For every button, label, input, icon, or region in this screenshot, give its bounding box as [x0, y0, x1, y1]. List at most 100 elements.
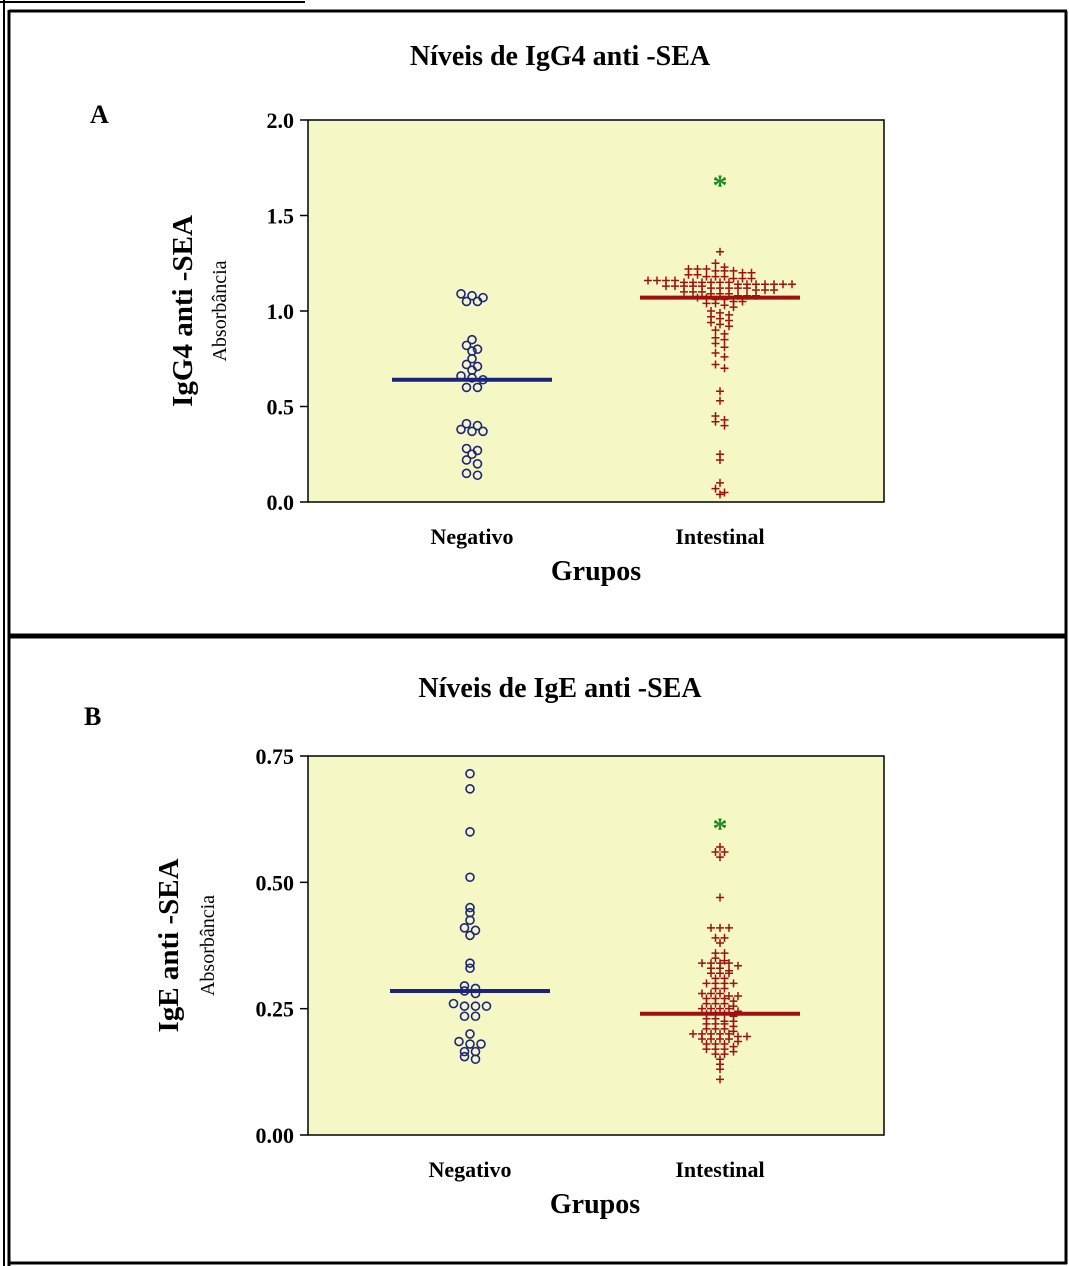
igg4-intestinal-point	[716, 455, 724, 464]
igg4-negativo-point	[472, 344, 483, 355]
ige-negativo-point	[470, 1011, 481, 1022]
ige-intestinal-point	[720, 1050, 729, 1059]
ige-intestinal-point	[716, 842, 724, 851]
panel-b-letter: B	[84, 702, 102, 731]
ige-intestinal-point	[698, 1034, 706, 1043]
ige-negativo-point	[459, 1046, 470, 1057]
igg4-x-tick-label: Negativo	[430, 524, 513, 549]
ige-intestinal-point	[702, 979, 711, 988]
igg4-y-tick-label: 1.0	[267, 299, 295, 324]
ige-intestinal-point	[725, 923, 733, 932]
igg4-intestinal-point	[716, 247, 724, 256]
igg4-chart: 0.0 0.5 1.0 1.5 2.0 IgG4 anti -SEA Absorbância…	[167, 108, 885, 587]
ige-intestinal-point	[720, 999, 729, 1008]
ige-intestinal-point	[725, 1034, 733, 1043]
ige-negativo-point	[481, 1001, 492, 1011]
igg4-intestinal-point	[702, 272, 711, 281]
ige-intestinal-point	[707, 1034, 715, 1043]
igg4-intestinal-point	[720, 272, 729, 281]
igg4-intestinal-point	[761, 285, 769, 294]
igg4-negativo-point	[472, 382, 483, 393]
igg4-intestinal-point	[734, 284, 742, 293]
ige-y-tick-label: 0.75	[256, 744, 295, 769]
igg4-negativo-point	[467, 449, 477, 460]
ige-negativo-point	[465, 768, 475, 779]
ige-x-tick-label: Intestinal	[675, 1157, 764, 1182]
ige-negativo-point	[465, 1029, 475, 1039]
ige-intestinal-point	[702, 1045, 711, 1054]
igg4-intestinal-point	[779, 280, 787, 289]
ige-intestinal-point	[729, 1047, 738, 1056]
igg4-intestinal-point	[716, 320, 724, 329]
ige-intestinal-point	[711, 933, 720, 942]
ige-chart: 0.00 0.25 0.50 0.75 IgE anti -SEA Absorbância…	[153, 744, 885, 1220]
igg4-plot-area	[307, 119, 885, 503]
igg4-y-axis-label: IgG4 anti -SEA	[167, 215, 199, 407]
igg4-intestinal-point	[644, 276, 652, 285]
ige-negativo-point	[465, 827, 475, 837]
ige-negativo-point	[465, 902, 475, 913]
ige-y-tick-label: 0.25	[256, 997, 295, 1022]
igg4-intestinal-point	[720, 343, 729, 352]
igg4-y-tick-label: 0.5	[267, 395, 295, 420]
ige-intestinal-point	[720, 984, 729, 993]
ige-negativo-point	[470, 1001, 481, 1011]
ige-intestinal-point	[698, 989, 706, 998]
ige-intestinal-point	[711, 999, 720, 1008]
igg4-intestinal-point	[693, 270, 702, 279]
ige-significance-star: *	[713, 812, 728, 845]
igg4-intestinal-point	[720, 488, 729, 497]
igg4-y-tick-label: 0.0	[267, 490, 295, 515]
ige-intestinal-point	[711, 1050, 720, 1059]
ige-y-axis-sublabel: Absorbância	[197, 895, 219, 996]
ige-intestinal-point	[707, 969, 715, 978]
ige-negativo-point	[465, 915, 475, 926]
igg4-negativo-point	[461, 443, 472, 454]
ige-intestinal-point	[716, 853, 724, 862]
igg4-intestinal-point	[729, 303, 738, 312]
igg4-negativo-point	[472, 296, 483, 307]
igg4-intestinal-point	[743, 284, 751, 293]
ige-intestinal-point	[716, 989, 724, 998]
ige-intestinal-point	[702, 1024, 711, 1033]
igg4-intestinal-point	[711, 349, 720, 358]
ige-intestinal-point	[707, 923, 715, 932]
igg4-intestinal-point	[711, 417, 720, 426]
igg4-intestinal-point	[747, 274, 756, 283]
ige-intestinal-point	[743, 1032, 751, 1041]
igg4-x-axis-label: Grupos	[551, 556, 641, 587]
igg4-intestinal-point	[716, 396, 724, 405]
ige-intestinal-point	[716, 1034, 724, 1043]
ige-intestinal-point	[689, 1029, 697, 1038]
igg4-intestinal-point	[711, 326, 720, 335]
igg4-intestinal-point	[770, 285, 778, 294]
igg4-negativo-point	[472, 420, 483, 431]
igg4-negativo-point	[461, 382, 472, 393]
ige-negativo-point	[459, 923, 470, 933]
ige-negativo-point	[459, 1001, 470, 1011]
igg4-intestinal-point	[702, 299, 711, 308]
ige-intestinal-point	[725, 992, 733, 1001]
igg4-negativo-point	[461, 468, 472, 479]
ige-intestinal-point	[707, 1004, 715, 1013]
ige-intestinal-point	[698, 959, 706, 968]
panel-a-title: Níveis de IgG4 anti -SEA	[409, 41, 711, 72]
igg4-negativo-point	[461, 455, 472, 465]
ige-intestinal-point	[716, 1004, 724, 1013]
igg4-intestinal-point	[711, 259, 720, 268]
igg4-negativo-point	[467, 290, 477, 301]
igg4-intestinal-point	[716, 478, 724, 487]
ige-intestinal-point	[729, 1027, 738, 1036]
ige-negativo-point	[465, 963, 475, 974]
igg4-y-tick-label: 2.0	[267, 108, 295, 133]
igg4-intestinal-point	[702, 264, 711, 273]
ige-intestinal-point	[716, 938, 724, 947]
igg4-intestinal-point	[680, 287, 688, 296]
igg4-negativo-point	[456, 289, 466, 299]
ige-intestinal-point	[734, 992, 742, 1001]
panel-b-title: Níveis de IgE anti -SEA	[418, 673, 702, 704]
ige-intestinal-point	[729, 979, 738, 988]
ige-intestinal-point	[716, 1065, 724, 1074]
ige-intestinal-point	[716, 923, 724, 932]
